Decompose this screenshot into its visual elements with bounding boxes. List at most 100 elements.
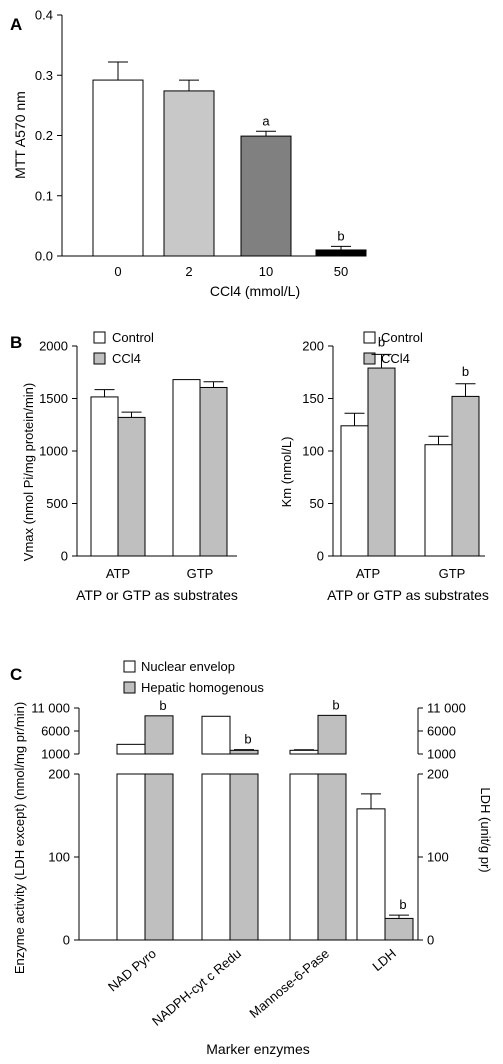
panel-a-bar — [315, 249, 367, 257]
panel-c-upper-left-y-tick-label: 11 000 — [31, 701, 70, 716]
panel-c-upper-right-y-tick-label: 11 000 — [427, 701, 466, 716]
panel-c-lower-left-y-tick-label: 100 — [48, 850, 70, 865]
panel-c-x-tick-label: Mannose-6-Pase — [246, 946, 331, 1021]
panel-c-bar-lower-segment — [116, 773, 146, 941]
panel-a-significance-label: b — [337, 228, 344, 243]
panel-b-vmax-bar — [172, 379, 201, 557]
panel-a-x-tick-label: 2 — [185, 264, 192, 279]
panel-c-ylabel: Enzyme activity (LDH except) (nmol/mg pr… — [12, 702, 27, 974]
panel-c-upper-left-y-tick-label: 6000 — [41, 724, 70, 739]
panel-b-vmax-y-tick-label: 1500 — [39, 391, 68, 406]
legend-swatch-nuclear — [123, 660, 136, 673]
panel-b-km-bar — [367, 367, 396, 557]
panel-b-km-y-tick-label: 150 — [302, 391, 324, 406]
panel-a-y-tick-label: 0.0 — [35, 249, 53, 264]
panel-b-vmax-x-tick-label: GTP — [187, 566, 214, 581]
panel-a-x-tick-label: 50 — [334, 264, 348, 279]
panel-c-lower-right-y-tick-label: 100 — [427, 850, 449, 865]
panel-a-significance-label: a — [262, 113, 270, 128]
panel-c-bar-upper-segment — [144, 715, 174, 755]
panel-c-bar-upper-segment — [201, 715, 231, 755]
panel-b-km-y-tick-label: 200 — [302, 339, 324, 354]
panel-a-x-tick-label: 10 — [259, 264, 273, 279]
panel-a-bar — [92, 79, 144, 257]
panel-b-km-significance-label: b — [378, 334, 385, 349]
legend-label-control-km: Control — [381, 330, 423, 345]
panel-b-km-y-tick-label: 100 — [302, 444, 324, 459]
panel-c-letter: C — [10, 665, 22, 684]
panel-b-km-y-tick-label: 50 — [310, 496, 324, 511]
panel-c-bar-lower-segment — [201, 773, 231, 941]
legend-swatch-control-km — [363, 331, 376, 344]
legend-label-hepatic: Hepatic homogenous — [141, 680, 264, 695]
panel-b-vmax-y-tick-label: 0 — [61, 549, 68, 564]
panel-c-significance-label: b — [244, 732, 251, 747]
panel-b-vmax-bar — [90, 396, 119, 557]
panel-c-x-tick-label: NAD Pyro — [105, 946, 159, 995]
panel-c-bar-upper-segment — [229, 749, 259, 755]
panel-c-y2label: LDH (unit/g pr) — [478, 787, 493, 872]
legend-swatch-control — [93, 331, 106, 344]
panel-c-upper-right-y-tick-label: 6000 — [427, 724, 456, 739]
panel-c-significance-label: b — [332, 697, 339, 712]
panel-c-lower-right-y-tick-label: 0 — [427, 933, 434, 948]
panel-b-vmax-y-tick-label: 2000 — [39, 339, 68, 354]
panel-c-bar-lower-segment — [317, 773, 347, 941]
panel-b-vmax-xlabel: ATP or GTP as substrates — [76, 587, 238, 603]
panel-b-vmax-bar — [117, 416, 146, 557]
panel-b-km-x-tick-label: GTP — [439, 566, 466, 581]
legend-label-ccl4-km: CCl4 — [381, 351, 410, 366]
panel-c-bar-lower-segment — [229, 773, 259, 941]
legend-label-nuclear: Nuclear envelop — [141, 659, 235, 674]
panel-c-xlabel: Marker enzymes — [206, 1041, 309, 1057]
panel-c-upper-right-y-tick-label: 1000 — [427, 747, 456, 762]
panel-b-km-ylabel: Km (nmol/L) — [279, 437, 294, 508]
panel-a-bar — [163, 90, 215, 257]
panel-b-vmax-bar — [199, 386, 228, 557]
panel-b-vmax: B Vmax (nmol Pi/mg protein/min) ATP or G… — [10, 330, 238, 603]
panel-c-lower-left-y-tick-label: 200 — [48, 767, 70, 782]
panel-b-km: Km (nmol/L) ATP or GTP as substrates Con… — [279, 330, 489, 603]
panel-c-lower-right-y-tick-label: 200 — [427, 767, 449, 782]
panel-b-vmax-x-tick-label: ATP — [106, 566, 130, 581]
legend-label-control: Control — [112, 330, 154, 345]
panel-c-bar-lower-segment — [144, 773, 174, 941]
panel-a-bar — [240, 135, 292, 257]
legend-swatch-ccl4 — [93, 352, 106, 365]
panel-c-upper-left-y-tick-label: 1000 — [41, 747, 70, 762]
panel-b-km-significance-label: b — [462, 364, 469, 379]
panel-c: C Nuclear envelop Hepatic homogenous Enz… — [10, 659, 493, 1057]
panel-b-km-x-tick-label: ATP — [356, 566, 380, 581]
panel-c-significance-label: b — [159, 698, 166, 713]
legend-swatch-ccl4-km — [363, 352, 376, 365]
panel-c-bar-upper-segment — [116, 743, 146, 755]
panel-b-vmax-y-tick-label: 500 — [46, 496, 68, 511]
panel-a-x-tick-label: 0 — [114, 264, 121, 279]
panel-c-significance-label: b — [399, 897, 406, 912]
panel-c-lower-left-y-tick-label: 0 — [63, 933, 70, 948]
panel-b-km-bar — [424, 444, 453, 557]
panel-c-x-tick-label: LDH — [369, 946, 399, 974]
panel-b-km-y-tick-label: 0 — [317, 549, 324, 564]
panel-a: A MTT A570 nm CCl4 (mmol/L) 0.0 0.1 0.2 0.3… — [10, 8, 367, 299]
panel-a-y-tick-label: 0.3 — [35, 68, 53, 83]
panel-c-bar-lower-segment — [289, 773, 319, 941]
panel-a-y-tick-label: 0.2 — [35, 128, 53, 143]
panel-c-bar-upper-segment — [317, 714, 347, 755]
panel-b-letter: B — [10, 333, 22, 352]
panel-a-ylabel: MTT A570 nm — [12, 91, 28, 179]
legend-label-ccl4: CCl4 — [112, 351, 141, 366]
panel-a-xlabel: CCl4 (mmol/L) — [210, 283, 300, 299]
panel-b-km-bar — [451, 395, 480, 557]
panel-a-y-tick-label: 0.4 — [35, 8, 53, 23]
panel-c-bar — [384, 917, 414, 941]
panel-b-vmax-y-tick-label: 1000 — [39, 444, 68, 459]
panel-b-km-bar — [340, 425, 369, 557]
panel-c-bar-upper-segment — [289, 749, 319, 755]
panel-c-bar — [356, 808, 386, 941]
legend-swatch-hepatic — [123, 681, 136, 694]
panel-c-x-tick-label: NADPH-cyt c Redu — [149, 946, 244, 1029]
panel-b-vmax-ylabel: Vmax (nmol Pi/mg protein/min) — [21, 383, 36, 561]
panel-b-km-xlabel: ATP or GTP as substrates — [327, 587, 489, 603]
